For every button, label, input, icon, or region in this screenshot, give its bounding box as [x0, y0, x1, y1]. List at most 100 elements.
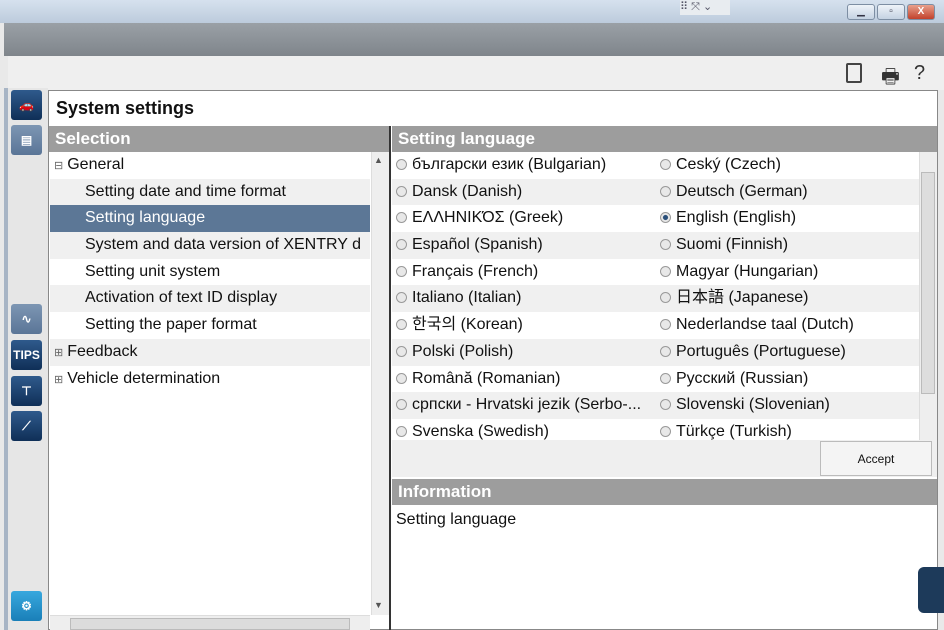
language-label: Magyar (Hungarian) [676, 262, 819, 280]
minimize-button[interactable]: ▁ [847, 4, 875, 20]
language-label: Slovenski (Slovenian) [676, 396, 830, 414]
radio-button[interactable] [396, 159, 407, 170]
language-label: Ceský (Czech) [676, 156, 781, 173]
language-option[interactable]: Magyar (Hungarian) [656, 259, 919, 286]
radio-button[interactable] [396, 425, 407, 437]
tree-item[interactable]: Setting unit system [50, 259, 370, 286]
radio-button[interactable] [660, 292, 671, 304]
selection-tree: ⊟ General Setting date and time format Sett… [50, 152, 370, 392]
language-option[interactable]: Polski (Polish) [392, 339, 656, 366]
tree-item[interactable]: ⊟ General [50, 152, 370, 179]
language-option[interactable]: български език (Bulgarian) [392, 152, 656, 179]
tree-item-label: Setting date and time format [85, 182, 286, 200]
tree-item-label: Activation of text ID display [85, 289, 278, 307]
language-option[interactable]: Türkçe (Turkish) [656, 419, 919, 446]
language-label: English (English) [676, 209, 797, 227]
language-option[interactable]: Français (French) [392, 259, 656, 286]
language-row: ΕΛΛΗΝΙΚΌΣ (Greek) English (English) [392, 205, 919, 232]
tree-item[interactable]: ⊞ Vehicle determination [50, 366, 370, 393]
tree-item[interactable]: System and data version of XENTRY d [50, 232, 370, 259]
help-button[interactable]: ? [914, 62, 926, 84]
radio-button[interactable] [660, 399, 671, 411]
toolbar [8, 56, 944, 90]
language-option[interactable]: Русский (Russian) [656, 366, 919, 393]
scroll-up-arrow[interactable]: ▲ [374, 155, 383, 165]
tree-item[interactable]: ⊞ Feedback [50, 338, 370, 366]
language-option[interactable]: Dansk (Danish) [392, 179, 656, 206]
language-option[interactable]: English (English) [656, 205, 919, 232]
expander-icon[interactable]: ⊞ [54, 373, 64, 386]
radio-button[interactable] [660, 185, 671, 197]
language-scroll-thumb[interactable] [921, 172, 935, 394]
radio-button[interactable] [660, 159, 671, 170]
scroll-down-arrow[interactable]: ▼ [374, 600, 383, 610]
radio-button[interactable] [660, 265, 671, 277]
language-option[interactable]: Svenska (Swedish) [392, 419, 656, 446]
language-option[interactable]: 한국의 (Korean) [392, 312, 656, 339]
language-label: Italiano (Italian) [412, 289, 522, 307]
language-label: Suomi (Finnish) [676, 236, 789, 254]
vehicle-icon[interactable]: 🚗 [11, 90, 42, 120]
language-row: Svenska (Swedish) Türkçe (Turkish) [392, 419, 919, 446]
horizontal-scroll-thumb[interactable] [70, 618, 350, 630]
radio-button[interactable] [660, 372, 671, 384]
tree-item[interactable]: Setting date and time format [50, 178, 370, 206]
vehicle-lift-icon[interactable]: ⊤ [11, 376, 42, 406]
radio-button[interactable] [396, 372, 407, 384]
tree-vertical-scrollbar[interactable] [371, 152, 389, 615]
radio-button[interactable] [396, 212, 407, 224]
language-option[interactable]: Suomi (Finnish) [656, 232, 919, 259]
language-label: 日本語 (Japanese) [676, 289, 809, 307]
radio-button[interactable] [660, 345, 671, 357]
language-option[interactable]: ΕΛΛΗΝΙΚΌΣ (Greek) [392, 205, 656, 232]
language-option[interactable]: Nederlandse taal (Dutch) [656, 312, 919, 339]
remote-toolbar-handle[interactable]: ⠿ ⤧ ⌄ [680, 0, 730, 15]
language-row: Italiano (Italian) 日本語 (Japanese) [392, 285, 919, 313]
language-label: Русский (Russian) [676, 369, 809, 387]
tree-item[interactable]: Activation of text ID display [50, 285, 370, 313]
teamviewer-tab[interactable] [918, 567, 944, 613]
selection-header: Selection [49, 126, 390, 152]
maximize-button[interactable]: ▫ [877, 4, 905, 20]
language-label: Español (Spanish) [412, 236, 543, 254]
print-icon[interactable]: 🖶 [881, 66, 900, 88]
radio-button[interactable] [660, 239, 671, 251]
document-vehicle-icon[interactable]: ▤ [11, 125, 42, 155]
radio-button[interactable] [660, 319, 671, 331]
expander-icon[interactable]: ⊟ [54, 160, 64, 172]
language-option[interactable]: српски - Hrvatski jezik (Serbo-... [392, 392, 656, 419]
tree-item[interactable]: Setting language [50, 205, 370, 233]
tree-item[interactable]: Setting the paper format [50, 312, 370, 339]
expander-icon[interactable]: ⊞ [54, 346, 64, 359]
tips-button[interactable]: TIPS [11, 340, 42, 370]
radio-button[interactable] [660, 212, 671, 224]
close-button[interactable]: X [907, 4, 935, 20]
stethoscope-icon[interactable]: ∿ [11, 304, 42, 334]
accept-button[interactable]: Accept [820, 441, 932, 476]
settings-gears-icon[interactable]: ⚙ [11, 591, 42, 621]
book-icon[interactable] [846, 63, 862, 83]
radio-button[interactable] [396, 185, 407, 197]
radio-button[interactable] [660, 425, 671, 437]
radio-button[interactable] [396, 239, 407, 251]
language-option[interactable]: Română (Romanian) [392, 366, 656, 393]
radio-button[interactable] [396, 399, 407, 411]
language-option[interactable]: Italiano (Italian) [392, 285, 656, 312]
language-option[interactable]: Português (Portuguese) [656, 339, 919, 366]
language-option[interactable]: Slovenski (Slovenian) [656, 392, 919, 419]
language-option[interactable]: Deutsch (German) [656, 179, 919, 206]
information-text: Setting language [396, 511, 517, 528]
language-option[interactable]: Ceský (Czech) [656, 152, 919, 179]
information-header: Information [392, 479, 937, 505]
language-row: српски - Hrvatski jezik (Serbo-... Sloven… [392, 392, 919, 419]
language-label: български език (Bulgarian) [412, 156, 607, 173]
radio-button[interactable] [396, 319, 407, 331]
language-option[interactable]: Español (Spanish) [392, 232, 656, 259]
radio-button[interactable] [396, 292, 407, 304]
screwdriver-icon[interactable]: ⟋ [11, 411, 42, 441]
language-option[interactable]: 日本語 (Japanese) [656, 285, 919, 312]
radio-button[interactable] [396, 345, 407, 357]
language-row: 한국의 (Korean) Nederlandse taal (Dutch) [392, 312, 919, 339]
radio-button[interactable] [396, 265, 407, 277]
splitter[interactable] [389, 126, 391, 630]
